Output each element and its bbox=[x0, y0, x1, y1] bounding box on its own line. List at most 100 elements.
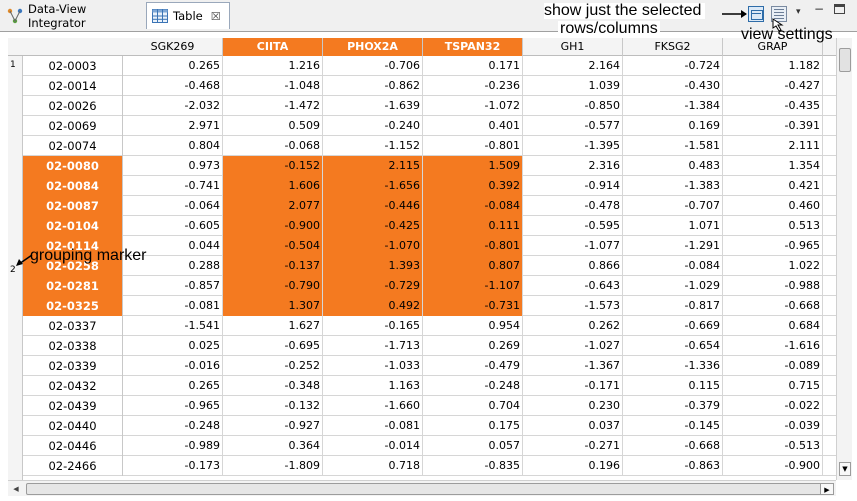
table-cell[interactable]: 0.196 bbox=[523, 456, 623, 476]
table-cell[interactable]: 1.182 bbox=[723, 56, 823, 76]
column-header[interactable]: GH1 bbox=[523, 38, 623, 56]
row-label[interactable]: 02-0069 bbox=[23, 116, 123, 136]
table-cell[interactable]: -0.014 bbox=[323, 436, 423, 456]
table-cell[interactable]: -0.379 bbox=[623, 396, 723, 416]
row-label[interactable]: 02-0026 bbox=[23, 96, 123, 116]
table-cell[interactable]: -0.504 bbox=[223, 236, 323, 256]
table-cell[interactable]: 0.025 bbox=[123, 336, 223, 356]
column-header[interactable]: GRAP bbox=[723, 38, 823, 56]
table-cell[interactable]: -0.605 bbox=[123, 216, 223, 236]
table-cell[interactable]: -1.656 bbox=[323, 176, 423, 196]
table-cell[interactable]: 0.262 bbox=[523, 316, 623, 336]
row-label[interactable]: 02-2466 bbox=[23, 456, 123, 476]
table-cell[interactable]: 2.111 bbox=[723, 136, 823, 156]
table-cell[interactable]: -1.384 bbox=[623, 96, 723, 116]
table-cell[interactable]: -0.863 bbox=[623, 456, 723, 476]
table-cell[interactable]: 0.269 bbox=[423, 336, 523, 356]
minimize-icon[interactable]: − bbox=[814, 2, 825, 16]
table-cell[interactable]: -0.857 bbox=[123, 276, 223, 296]
row-label[interactable]: 02-0439 bbox=[23, 396, 123, 416]
table-cell[interactable]: 0.513 bbox=[723, 216, 823, 236]
table-cell[interactable]: -0.425 bbox=[323, 216, 423, 236]
table-cell[interactable]: -1.107 bbox=[423, 276, 523, 296]
table-cell[interactable]: 2.164 bbox=[523, 56, 623, 76]
table-row[interactable]: 02-2466 -0.173 -1.809 0.718 -0.835 0.196 -0.86… bbox=[23, 456, 836, 476]
table-cell[interactable]: -1.472 bbox=[223, 96, 323, 116]
table-cell[interactable]: -1.660 bbox=[323, 396, 423, 416]
table-cell[interactable]: -1.336 bbox=[623, 356, 723, 376]
table-cell[interactable]: -0.173 bbox=[123, 456, 223, 476]
chevron-down-icon[interactable]: ▾ bbox=[796, 7, 801, 17]
table-cell[interactable]: 2.971 bbox=[123, 116, 223, 136]
table-row[interactable]: 02-0087 -0.064 2.077 -0.446 -0.084 -0.478 -0.7… bbox=[23, 196, 836, 216]
table-row[interactable]: 02-0432 0.265 -0.348 1.163 -0.248 -0.171 0.115… bbox=[23, 376, 836, 396]
table-cell[interactable]: -0.900 bbox=[723, 456, 823, 476]
table-cell[interactable]: 1.071 bbox=[623, 216, 723, 236]
table-cell[interactable]: 0.057 bbox=[423, 436, 523, 456]
table-row[interactable]: 02-0337 -1.541 1.627 -0.165 0.954 0.262 -0.669… bbox=[23, 316, 836, 336]
table-cell[interactable]: -0.900 bbox=[223, 216, 323, 236]
table-cell[interactable]: 0.044 bbox=[123, 236, 223, 256]
table-cell[interactable]: -0.577 bbox=[523, 116, 623, 136]
table-cell[interactable]: -0.427 bbox=[723, 76, 823, 96]
table-cell[interactable]: -0.022 bbox=[723, 396, 823, 416]
table-cell[interactable]: -0.479 bbox=[423, 356, 523, 376]
table-cell[interactable]: -1.070 bbox=[323, 236, 423, 256]
table-row[interactable]: 02-0074 0.804 -0.068 -1.152 -0.801 -1.395 -1.5… bbox=[23, 136, 836, 156]
table-cell[interactable]: 0.392 bbox=[423, 176, 523, 196]
table-cell[interactable]: -1.072 bbox=[423, 96, 523, 116]
table-cell[interactable]: -0.927 bbox=[223, 416, 323, 436]
row-label[interactable]: 02-0104 bbox=[23, 216, 123, 236]
table-cell[interactable]: -0.446 bbox=[323, 196, 423, 216]
table-row[interactable]: 02-0439 -0.965 -0.132 -1.660 0.704 0.230 -0.37… bbox=[23, 396, 836, 416]
row-label[interactable]: 02-0258 bbox=[23, 256, 123, 276]
table-cell[interactable]: -0.654 bbox=[623, 336, 723, 356]
table-cell[interactable]: -0.988 bbox=[723, 276, 823, 296]
row-label[interactable]: 02-0281 bbox=[23, 276, 123, 296]
table-cell[interactable]: -1.027 bbox=[523, 336, 623, 356]
table-cell[interactable]: 2.316 bbox=[523, 156, 623, 176]
table-row[interactable]: 02-0114 0.044 -0.504 -1.070 -0.801 -1.077 -1.2… bbox=[23, 236, 836, 256]
table-cell[interactable]: 0.509 bbox=[223, 116, 323, 136]
table-cell[interactable]: -1.581 bbox=[623, 136, 723, 156]
tab-data-view-integrator[interactable]: Data-View Integrator bbox=[6, 2, 146, 30]
table-cell[interactable]: 0.265 bbox=[123, 376, 223, 396]
table-cell[interactable]: 0.288 bbox=[123, 256, 223, 276]
table-cell[interactable]: 0.115 bbox=[623, 376, 723, 396]
table-cell[interactable]: -0.914 bbox=[523, 176, 623, 196]
row-label[interactable]: 02-0003 bbox=[23, 56, 123, 76]
table-cell[interactable]: -0.236 bbox=[423, 76, 523, 96]
table-cell[interactable]: -0.513 bbox=[723, 436, 823, 456]
table-cell[interactable]: 0.807 bbox=[423, 256, 523, 276]
column-header[interactable]: SGK269 bbox=[123, 38, 223, 56]
column-header[interactable]: CIITA bbox=[223, 38, 323, 56]
table-cell[interactable]: 0.175 bbox=[423, 416, 523, 436]
scroll-thumb[interactable] bbox=[839, 48, 851, 72]
table-cell[interactable]: -0.165 bbox=[323, 316, 423, 336]
row-label[interactable]: 02-0432 bbox=[23, 376, 123, 396]
table-cell[interactable]: 0.804 bbox=[123, 136, 223, 156]
table-cell[interactable]: -0.016 bbox=[123, 356, 223, 376]
table-cell[interactable]: -0.965 bbox=[123, 396, 223, 416]
table-row[interactable]: 02-0104 -0.605 -0.900 -0.425 0.111 -0.595 1.07… bbox=[23, 216, 836, 236]
table-cell[interactable]: 2.115 bbox=[323, 156, 423, 176]
table-cell[interactable]: -0.145 bbox=[623, 416, 723, 436]
row-label[interactable]: 02-0337 bbox=[23, 316, 123, 336]
table-cell[interactable]: -0.801 bbox=[423, 236, 523, 256]
column-header[interactable]: PHOX2A bbox=[323, 38, 423, 56]
table-cell[interactable]: -1.395 bbox=[523, 136, 623, 156]
row-label[interactable]: 02-0339 bbox=[23, 356, 123, 376]
table-cell[interactable]: -0.741 bbox=[123, 176, 223, 196]
table-cell[interactable]: -0.801 bbox=[423, 136, 523, 156]
table-cell[interactable]: -0.668 bbox=[723, 296, 823, 316]
table-cell[interactable]: 0.364 bbox=[223, 436, 323, 456]
row-label[interactable]: 02-0014 bbox=[23, 76, 123, 96]
table-row[interactable]: 02-0069 2.971 0.509 -0.240 0.401 -0.577 0.169-… bbox=[23, 116, 836, 136]
table-cell[interactable]: 1.022 bbox=[723, 256, 823, 276]
table-cell[interactable]: 0.684 bbox=[723, 316, 823, 336]
table-cell[interactable]: -1.029 bbox=[623, 276, 723, 296]
table-cell[interactable]: -1.152 bbox=[323, 136, 423, 156]
maximize-icon[interactable] bbox=[834, 4, 845, 14]
table-cell[interactable]: 0.169 bbox=[623, 116, 723, 136]
table-cell[interactable]: -0.989 bbox=[123, 436, 223, 456]
